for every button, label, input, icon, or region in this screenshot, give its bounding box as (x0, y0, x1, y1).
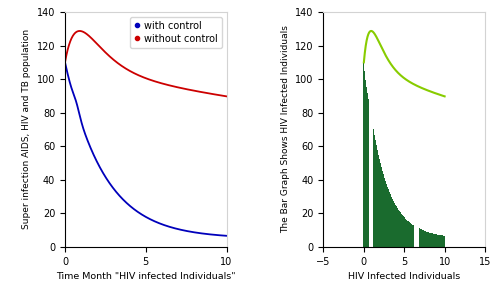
Bar (418, 228, 420, 247)
Bar (378, 159, 380, 247)
Legend: with control, without control: with control, without control (130, 17, 222, 48)
Bar (436, 234, 437, 247)
Bar (398, 209, 399, 247)
X-axis label: Time Month "HIV infected Individuals": Time Month "HIV infected Individuals" (56, 272, 236, 281)
Bar (432, 234, 433, 247)
Bar (396, 206, 397, 247)
Bar (392, 199, 393, 247)
Bar (376, 150, 378, 247)
Bar (408, 222, 410, 247)
Bar (393, 201, 394, 247)
Bar (410, 223, 412, 247)
Bar (384, 178, 385, 247)
Y-axis label: Super infection AIDS, HIV and TB population: Super infection AIDS, HIV and TB populat… (22, 29, 31, 229)
Bar (402, 215, 403, 247)
Bar (424, 231, 426, 247)
Bar (412, 225, 414, 247)
Bar (374, 140, 376, 247)
Bar (404, 217, 405, 247)
Bar (430, 233, 431, 247)
Bar (429, 233, 430, 247)
Bar (437, 234, 438, 247)
Bar (416, 227, 418, 247)
Bar (391, 197, 392, 247)
Bar (368, 99, 370, 247)
Bar (441, 235, 442, 247)
X-axis label: HIV Infected Individuals: HIV Infected Individuals (348, 272, 461, 281)
Bar (364, 71, 366, 247)
Bar (401, 214, 402, 247)
Bar (414, 226, 416, 247)
Bar (400, 213, 401, 247)
Bar (387, 187, 388, 247)
Bar (440, 235, 441, 247)
Bar (399, 211, 400, 247)
Bar (433, 234, 434, 247)
Bar (422, 230, 424, 247)
Bar (443, 236, 444, 247)
Bar (386, 184, 387, 247)
Bar (372, 129, 374, 247)
Bar (381, 167, 382, 247)
Bar (434, 234, 435, 247)
Bar (397, 208, 398, 247)
Bar (435, 234, 436, 247)
Bar (431, 233, 432, 247)
Bar (394, 203, 395, 247)
Bar (406, 219, 408, 247)
Bar (442, 235, 443, 247)
Bar (395, 205, 396, 247)
Bar (444, 236, 445, 247)
Bar (427, 232, 428, 247)
Bar (390, 194, 391, 247)
Bar (420, 229, 422, 247)
Y-axis label: The Bar Graph Shows HIV Infected Individuals: The Bar Graph Shows HIV Infected Individ… (280, 26, 289, 233)
Bar (385, 181, 386, 247)
Bar (370, 114, 372, 247)
Bar (388, 189, 389, 247)
Bar (366, 87, 368, 247)
Bar (439, 235, 440, 247)
Bar (438, 235, 439, 247)
Bar (383, 174, 384, 247)
Bar (389, 192, 390, 247)
